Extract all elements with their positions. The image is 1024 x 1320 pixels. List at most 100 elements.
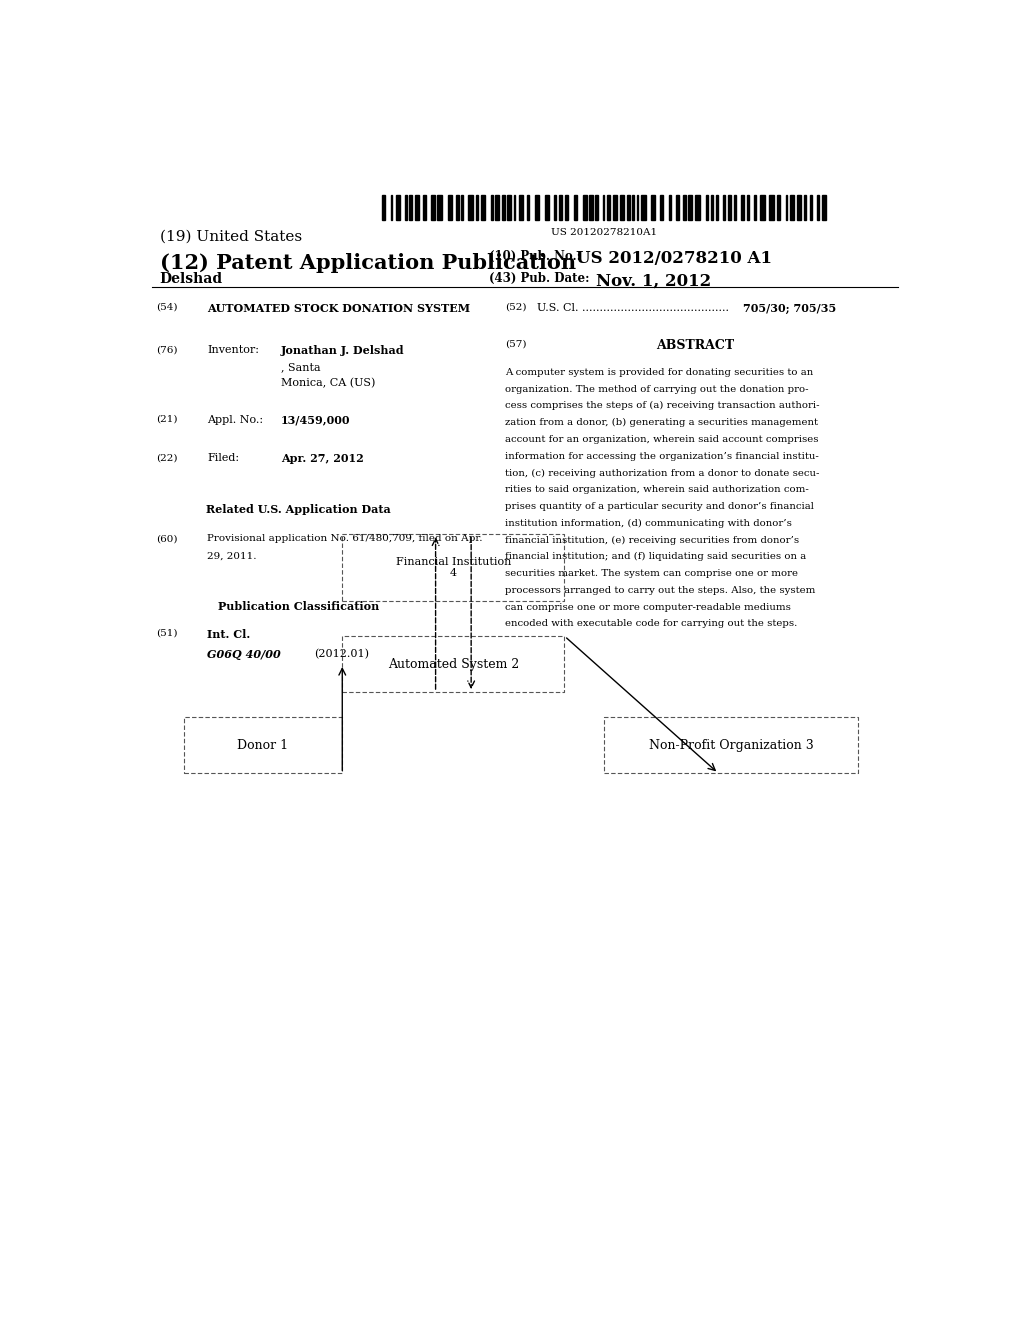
Text: organization. The method of carrying out the donation pro-: organization. The method of carrying out… xyxy=(505,384,809,393)
Text: (51): (51) xyxy=(156,630,177,638)
Bar xyxy=(430,195,435,220)
Text: (22): (22) xyxy=(156,453,177,462)
Text: (76): (76) xyxy=(156,346,177,354)
Text: (52): (52) xyxy=(505,302,526,312)
Bar xyxy=(746,195,749,220)
Bar xyxy=(821,195,826,220)
Text: account for an organization, wherein said account comprises: account for an organization, wherein sai… xyxy=(505,434,818,444)
Bar xyxy=(461,195,463,220)
Text: rities to said organization, wherein said authorization com-: rities to said organization, wherein sai… xyxy=(505,486,809,494)
Text: financial institution, (e) receiving securities from donor’s: financial institution, (e) receiving sec… xyxy=(505,536,799,545)
Bar xyxy=(688,195,692,220)
Text: (2012.01): (2012.01) xyxy=(314,649,370,660)
Text: (12) Patent Application Publication: (12) Patent Application Publication xyxy=(160,253,575,273)
Bar xyxy=(535,195,539,220)
Bar xyxy=(545,195,549,220)
Bar xyxy=(565,195,568,220)
Text: 705/30; 705/35: 705/30; 705/35 xyxy=(743,302,837,314)
Text: Apr. 27, 2012: Apr. 27, 2012 xyxy=(282,453,364,465)
Text: Appl. No.:: Appl. No.: xyxy=(207,414,263,425)
Text: securities market. The system can comprise one or more: securities market. The system can compri… xyxy=(505,569,798,578)
Bar xyxy=(612,195,617,220)
Text: institution information, (d) communicating with donor’s: institution information, (d) communicati… xyxy=(505,519,792,528)
Text: Int. Cl.: Int. Cl. xyxy=(207,630,251,640)
Text: encoded with executable code for carrying out the steps.: encoded with executable code for carryin… xyxy=(505,619,798,628)
Text: (57): (57) xyxy=(505,339,526,348)
Text: Non-Profit Organization 3: Non-Profit Organization 3 xyxy=(649,739,813,752)
Bar xyxy=(620,195,625,220)
Bar xyxy=(711,195,713,220)
Bar xyxy=(554,195,556,220)
Text: (60): (60) xyxy=(156,535,177,544)
Bar xyxy=(669,195,671,220)
Bar xyxy=(723,195,725,220)
Text: US 20120278210A1: US 20120278210A1 xyxy=(551,227,657,236)
Bar xyxy=(706,195,708,220)
Bar xyxy=(695,195,699,220)
Text: Delshad: Delshad xyxy=(160,272,223,286)
Bar xyxy=(641,195,645,220)
Text: financial institution; and (f) liquidating said securities on a: financial institution; and (f) liquidati… xyxy=(505,552,806,561)
Bar xyxy=(527,195,529,220)
Text: 29, 2011.: 29, 2011. xyxy=(207,552,257,561)
Text: A computer system is provided for donating securities to an: A computer system is provided for donati… xyxy=(505,368,813,376)
Bar xyxy=(391,195,392,220)
Bar xyxy=(437,195,441,220)
Bar xyxy=(396,195,399,220)
Bar xyxy=(406,195,407,220)
Text: processors arranged to carry out the steps. Also, the system: processors arranged to carry out the ste… xyxy=(505,586,815,595)
Text: 13/459,000: 13/459,000 xyxy=(282,414,350,425)
Bar xyxy=(633,195,634,220)
Text: zation from a donor, (b) generating a securities management: zation from a donor, (b) generating a se… xyxy=(505,418,818,428)
Bar xyxy=(785,195,787,220)
Bar xyxy=(741,195,743,220)
Bar xyxy=(447,195,452,220)
Bar xyxy=(409,195,413,220)
Bar xyxy=(728,195,731,220)
Text: Related U.S. Application Data: Related U.S. Application Data xyxy=(206,504,391,515)
Text: cess comprises the steps of (a) receiving transaction authori-: cess comprises the steps of (a) receivin… xyxy=(505,401,819,411)
Bar xyxy=(595,195,598,220)
Text: G06Q 40/00: G06Q 40/00 xyxy=(207,649,282,660)
Text: US 2012/0278210 A1: US 2012/0278210 A1 xyxy=(577,249,772,267)
Bar xyxy=(637,195,638,220)
Bar xyxy=(754,195,757,220)
Text: (43) Pub. Date:: (43) Pub. Date: xyxy=(489,272,590,285)
Bar xyxy=(606,195,610,220)
Bar xyxy=(761,195,765,220)
Bar xyxy=(481,195,485,220)
Bar xyxy=(507,195,511,220)
Text: (54): (54) xyxy=(156,302,177,312)
Bar xyxy=(676,195,679,220)
Text: Jonathan J. Delshad: Jonathan J. Delshad xyxy=(282,346,404,356)
Bar xyxy=(817,195,819,220)
Text: Nov. 1, 2012: Nov. 1, 2012 xyxy=(596,272,712,289)
Bar xyxy=(492,195,493,220)
Text: AUTOMATED STOCK DONATION SYSTEM: AUTOMATED STOCK DONATION SYSTEM xyxy=(207,302,470,314)
Bar xyxy=(590,195,593,220)
Bar xyxy=(558,195,562,220)
Text: Automated System 2: Automated System 2 xyxy=(388,657,519,671)
Bar xyxy=(769,195,774,220)
Bar xyxy=(683,195,686,220)
Text: U.S. Cl. ..........................................: U.S. Cl. ...............................… xyxy=(537,302,729,313)
Text: Provisional application No. 61/480,709, filed on Apr.: Provisional application No. 61/480,709, … xyxy=(207,535,483,544)
Text: Inventor:: Inventor: xyxy=(207,346,259,355)
Bar xyxy=(810,195,812,220)
Bar xyxy=(476,195,478,220)
Bar xyxy=(603,195,604,220)
Text: ABSTRACT: ABSTRACT xyxy=(656,339,734,352)
Text: Publication Classification: Publication Classification xyxy=(218,601,379,611)
Bar xyxy=(495,195,500,220)
Bar xyxy=(628,195,630,220)
Text: (21): (21) xyxy=(156,414,177,424)
Bar xyxy=(519,195,523,220)
Bar xyxy=(382,195,385,220)
Bar xyxy=(651,195,654,220)
Text: prises quantity of a particular security and donor’s financial: prises quantity of a particular security… xyxy=(505,502,814,511)
Bar xyxy=(573,195,577,220)
Bar xyxy=(583,195,587,220)
Text: , Santa: , Santa xyxy=(282,363,321,372)
Bar xyxy=(660,195,664,220)
Bar xyxy=(423,195,426,220)
